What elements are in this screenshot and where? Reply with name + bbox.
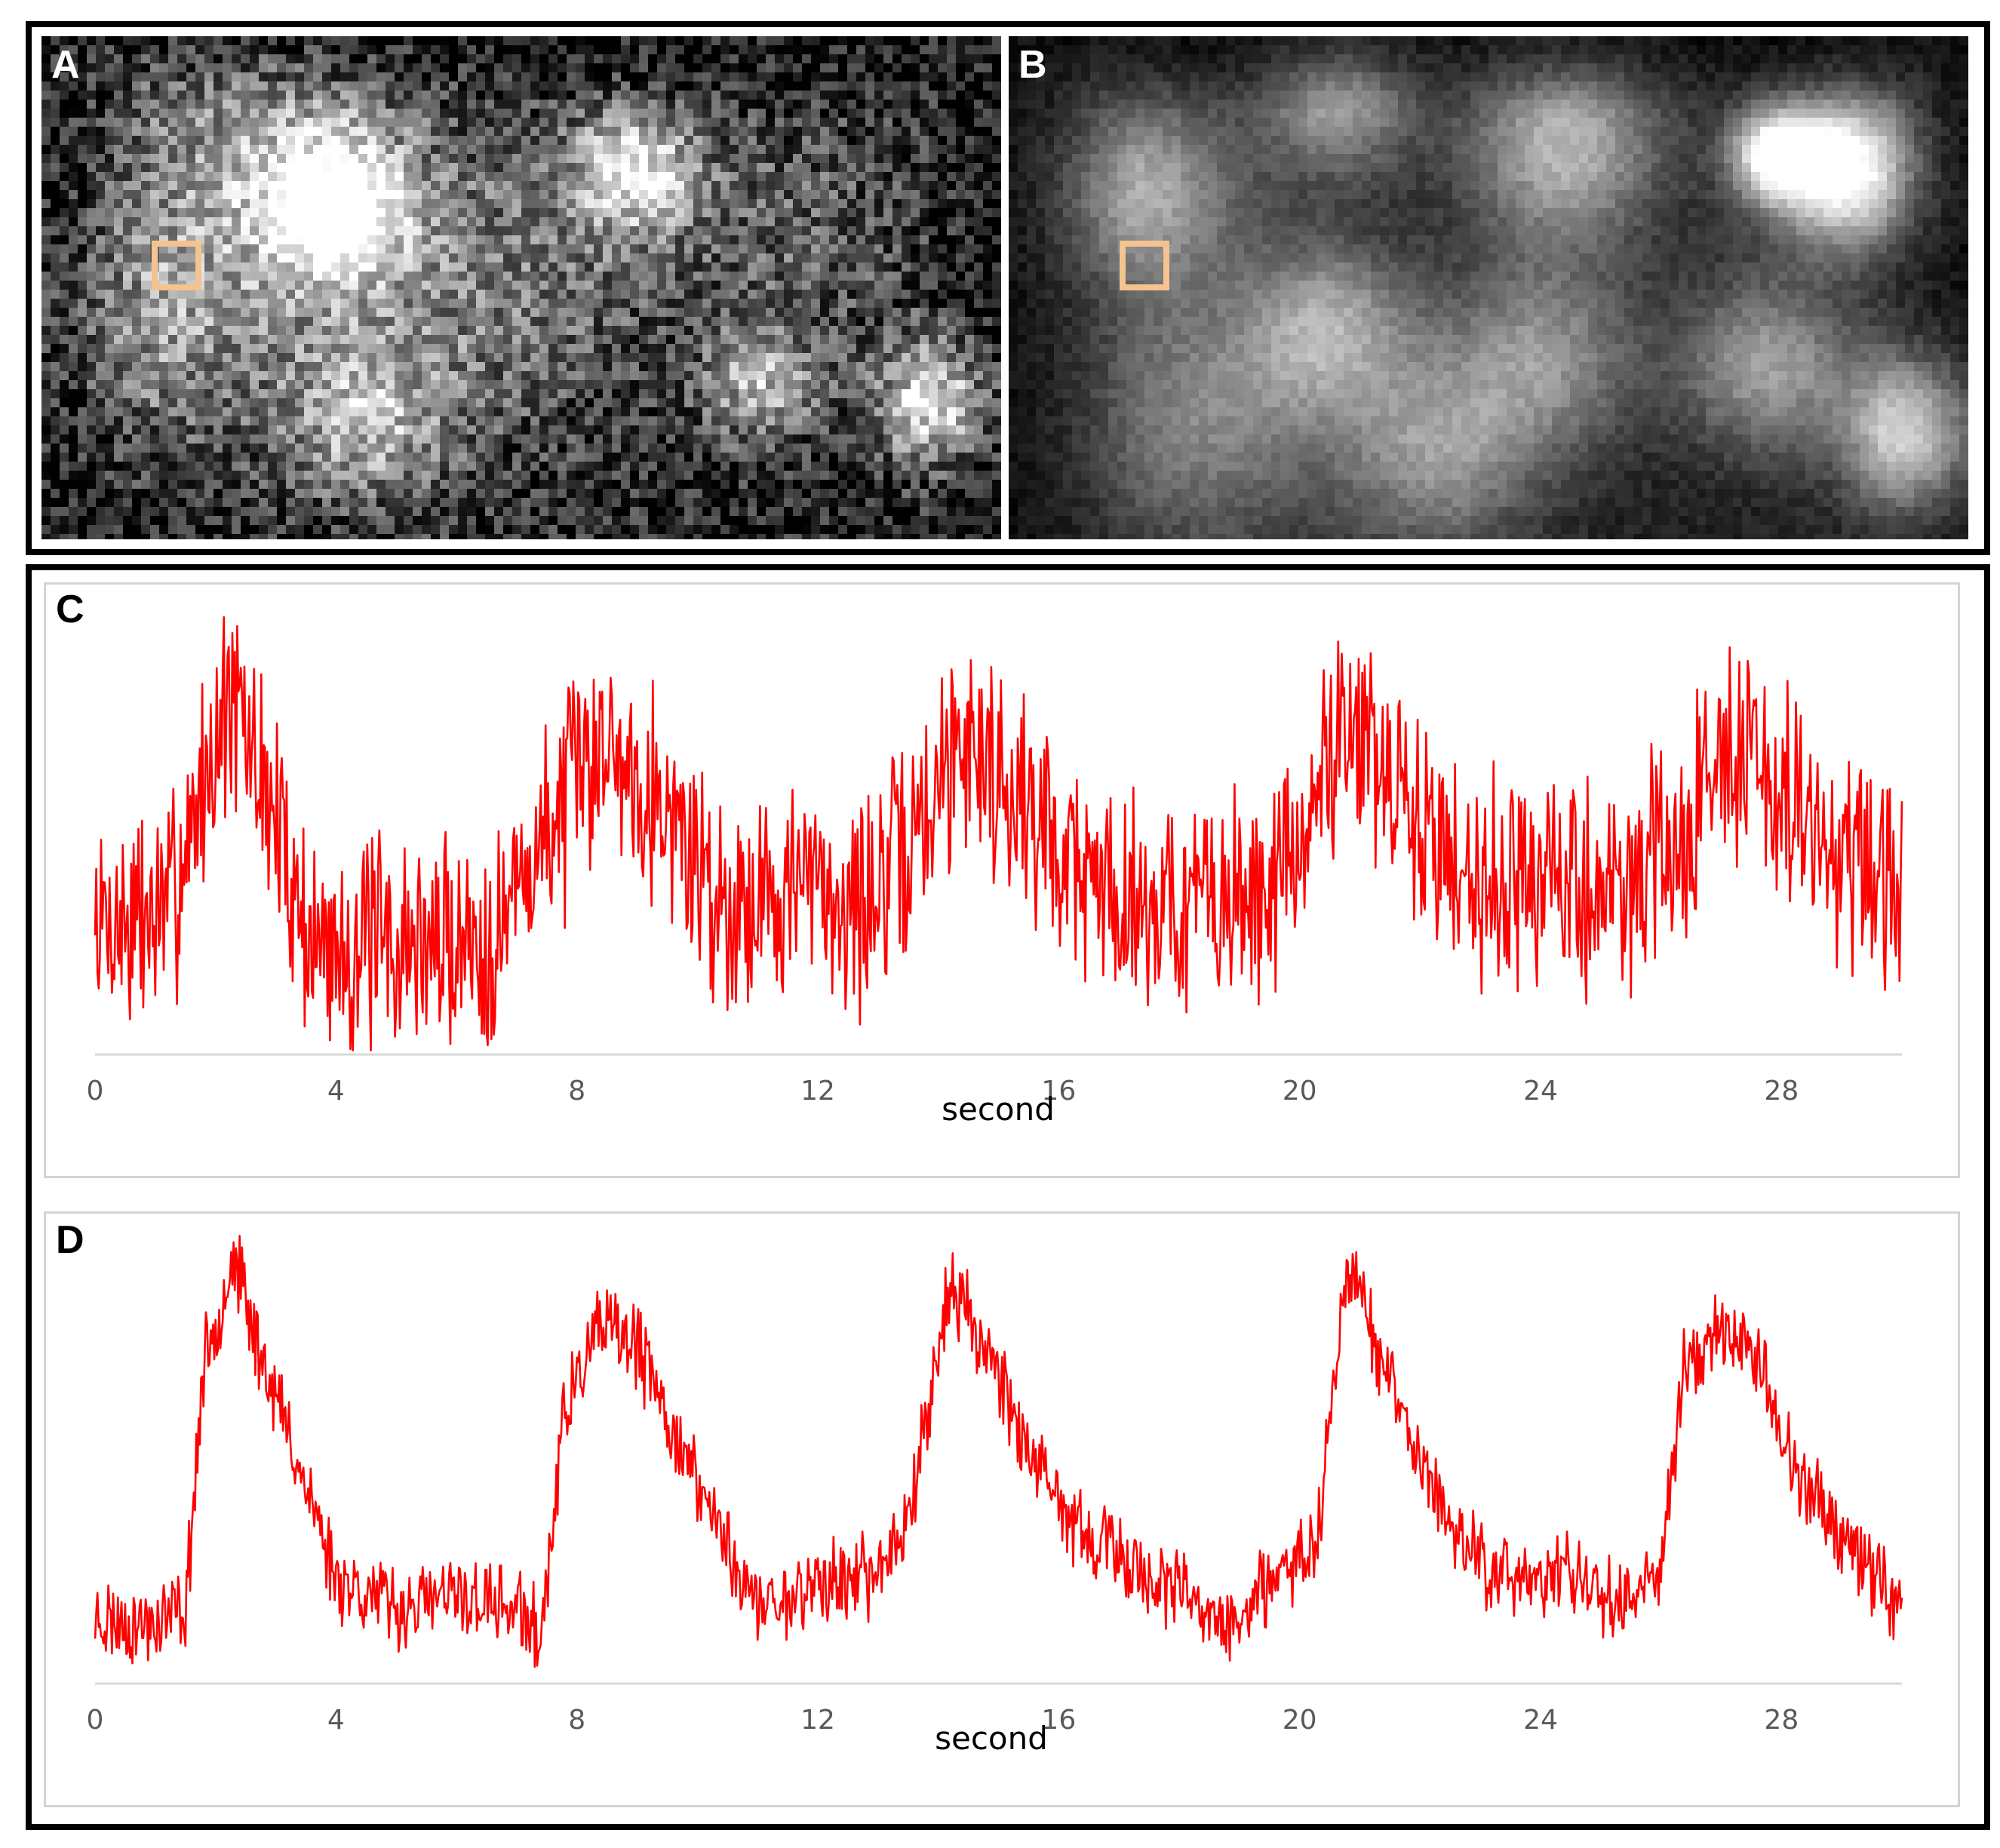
x-tick-label: 20: [1283, 1705, 1317, 1736]
x-tick-label: 16: [1041, 1705, 1076, 1736]
x-axis-title-d: second: [935, 1720, 1048, 1757]
x-tick-label: 20: [1283, 1076, 1317, 1107]
x-tick-label: 28: [1764, 1705, 1799, 1736]
x-tick-label: 0: [87, 1076, 104, 1107]
trace-line-c: [94, 615, 1903, 1051]
x-tick-label: 8: [568, 1705, 585, 1736]
x-tick-label: 4: [327, 1705, 345, 1736]
x-tick-label: 4: [327, 1076, 345, 1107]
chart-d: 0 4 8 12 16 20 24 28 second: [87, 1235, 1903, 1757]
microscopy-image-a-canvas: [41, 36, 1001, 539]
x-tick-label: 24: [1523, 1076, 1558, 1107]
roi-marker: [152, 241, 201, 290]
x-tick-label: 24: [1523, 1705, 1558, 1736]
x-tick-label: 28: [1764, 1076, 1799, 1107]
chart-c-frame: 0 4 8 12 16 20 24 28 second: [44, 582, 1960, 1178]
roi-marker: [1120, 241, 1169, 290]
microscopy-image-a: [41, 36, 1001, 539]
microscopy-image-b-canvas: [1009, 36, 1968, 539]
x-tick-label: 0: [87, 1705, 104, 1736]
trace-line-d: [94, 1235, 1903, 1668]
x-tick-label: 8: [568, 1076, 585, 1107]
panel-label-a: A: [51, 43, 80, 87]
chart-d-frame: 0 4 8 12 16 20 24 28 second: [44, 1211, 1960, 1807]
x-tick-label: 16: [1041, 1076, 1076, 1107]
panel-label-d: D: [56, 1218, 84, 1262]
x-axis-title-c: second: [942, 1091, 1055, 1128]
x-tick-labels-c: 0 4 8 12 16 20 24 28: [87, 1076, 1799, 1107]
panel-label-c: C: [56, 588, 84, 631]
x-tick-label: 12: [800, 1705, 835, 1736]
panel-label-b: B: [1018, 43, 1047, 87]
microscopy-image-b: [1009, 36, 1968, 539]
x-tick-labels-d: 0 4 8 12 16 20 24 28: [87, 1705, 1799, 1736]
chart-c: 0 4 8 12 16 20 24 28 second: [87, 615, 1903, 1128]
x-tick-label: 12: [800, 1076, 835, 1107]
